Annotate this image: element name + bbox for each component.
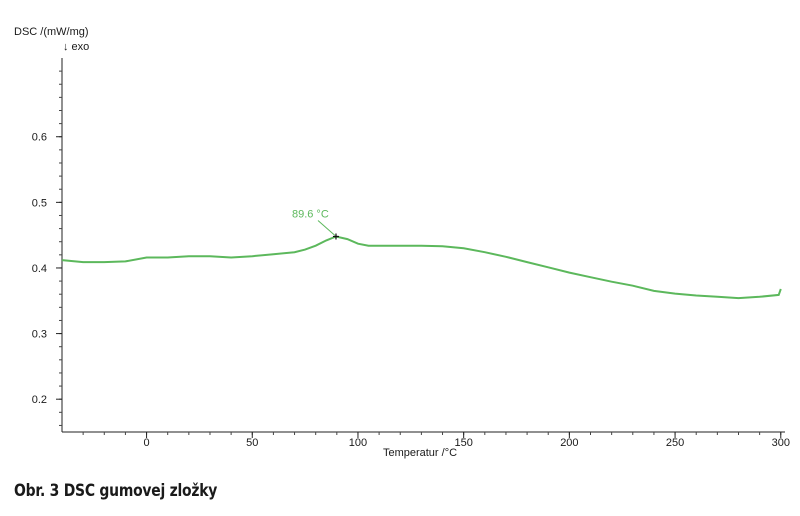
y-ticks: 0.2 0.3 0.4 0.5 0.6 (32, 132, 62, 406)
y-tick-label: 0.5 (32, 197, 47, 209)
x-axis-label: Temperatur /°C (383, 447, 457, 459)
peak-marker (332, 233, 339, 240)
figure-caption: Obr. 3 DSC gumovej zložky (14, 481, 218, 501)
y-tick-label: 0.6 (32, 132, 47, 144)
x-tick-label: 150 (454, 437, 472, 449)
x-tick-label: 50 (246, 437, 258, 449)
x-tick-label: 0 (143, 437, 149, 449)
dsc-chart: DSC /(mW/mg) ↓ exo 0.2 0.3 0.4 0.5 0.6 0 50 10… (14, 26, 790, 459)
x-tick-label: 200 (560, 437, 578, 449)
x-tick-label: 250 (666, 437, 684, 449)
y-tick-label: 0.3 (32, 329, 47, 341)
peak-annotation-label: 89.6 °C (292, 208, 329, 220)
peak-annotation: 89.6 °C (292, 208, 339, 240)
x-tick-label: 100 (349, 437, 367, 449)
exo-direction-label: ↓ exo (63, 41, 89, 53)
peak-leader-line (317, 220, 336, 236)
y-axis-label: DSC /(mW/mg) (14, 26, 89, 38)
x-ticks: 0 50 100 150 200 250 300 (143, 432, 790, 449)
dsc-curve (61, 235, 782, 300)
y-tick-label: 0.2 (32, 394, 47, 406)
x-tick-label: 300 (772, 437, 790, 449)
y-tick-label: 0.4 (32, 263, 47, 275)
